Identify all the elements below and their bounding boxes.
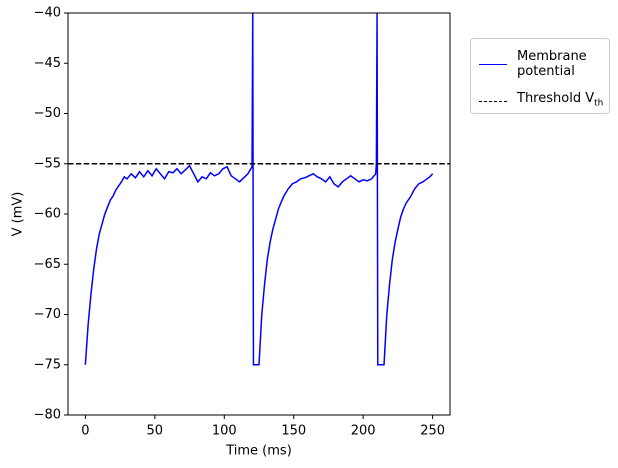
y-axis-label: V (mV) (11, 192, 26, 237)
legend-label: Membrane potential (517, 49, 587, 79)
legend: Membrane potential Threshold Vth (470, 38, 610, 114)
x-tick-label: 200 (351, 424, 376, 439)
legend-entry: Threshold Vth (479, 91, 603, 112)
y-tick-label: −70 (34, 307, 61, 322)
y-tick-label: −50 (34, 106, 61, 121)
x-tick-label: 250 (420, 424, 445, 439)
x-tick-label: 50 (147, 424, 164, 439)
x-tick-label: 100 (212, 424, 237, 439)
y-tick-label: −75 (34, 357, 61, 372)
legend-label: Threshold Vth (517, 91, 603, 112)
line-series (84, 13, 434, 366)
x-tick-label: 0 (81, 424, 89, 439)
plot-frame (67, 12, 451, 416)
y-tick-label: −55 (34, 156, 61, 171)
legend-swatch (479, 63, 507, 65)
x-tick-label: 150 (281, 424, 306, 439)
legend-label-text: Threshold V (517, 91, 595, 106)
y-tick-label: −45 (34, 56, 61, 71)
y-tick-label: −80 (34, 408, 61, 423)
legend-label-subscript: th (594, 98, 604, 109)
y-tick-label: −60 (34, 207, 61, 222)
x-axis-label: Time (ms) (225, 444, 292, 459)
legend-swatch (479, 100, 507, 102)
y-tick-label: −65 (34, 257, 61, 272)
y-tick-label: −40 (34, 6, 61, 21)
legend-entry: Membrane potential (479, 49, 587, 79)
